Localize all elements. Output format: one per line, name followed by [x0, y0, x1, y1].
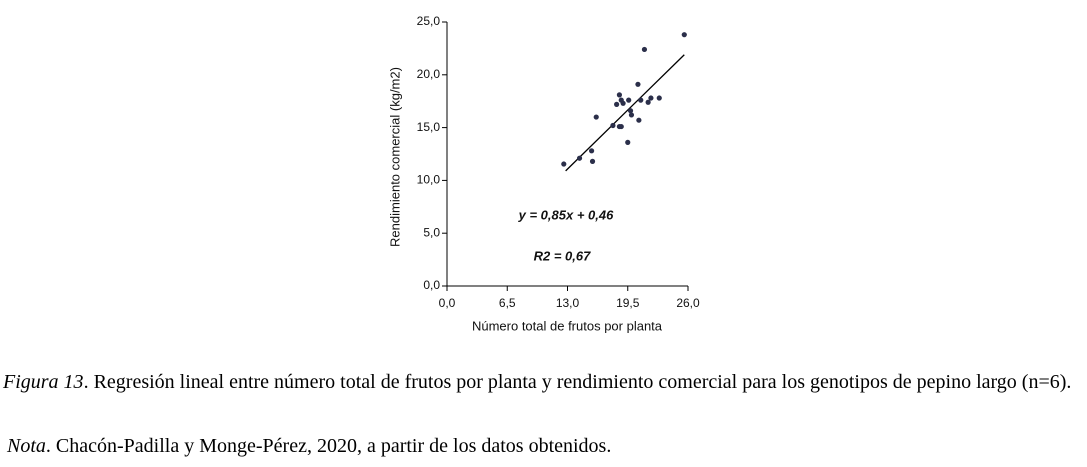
point: [645, 99, 651, 105]
point: [628, 112, 635, 118]
point: [589, 148, 595, 154]
caption-label: Figura 13: [3, 371, 84, 393]
point: [648, 95, 654, 101]
y-tick-label: 0,0: [423, 278, 440, 292]
point: [620, 100, 626, 106]
y-tick-label: 25,0: [417, 14, 441, 28]
x-axis-label: Número total de frutos por planta: [472, 318, 663, 333]
y-tick-label: 20,0: [417, 67, 441, 81]
point: [636, 117, 642, 123]
x-tick-label: 0,0: [439, 296, 456, 310]
point: [576, 155, 583, 161]
caption-text: . Regresión lineal entre número total de…: [83, 371, 1072, 393]
y-tick-label: 10,0: [417, 173, 441, 187]
point: [593, 114, 599, 120]
note-label: Nota: [7, 435, 46, 457]
point: [561, 161, 567, 167]
point: [614, 101, 620, 107]
point: [635, 81, 641, 87]
point: [610, 122, 616, 129]
regression-line: [565, 54, 685, 172]
point: [627, 108, 634, 114]
point: [616, 92, 623, 98]
x-tick-label: 6,5: [499, 296, 516, 310]
point: [641, 46, 648, 53]
y-tick-label: 15,0: [417, 120, 441, 134]
point: [589, 158, 596, 164]
caption: Figura 13. Regresión lineal entre número…: [3, 369, 1087, 395]
note: Nota. Chacón-Padilla y Monge-Pérez, 2020…: [7, 433, 1087, 459]
equation: y = 0,85x + 0,46: [518, 207, 614, 222]
point: [638, 97, 644, 103]
x-tick-label: 26,0: [676, 296, 700, 310]
note-text: . Chacón-Padilla y Monge-Pérez, 2020, a …: [45, 435, 612, 457]
point: [625, 139, 631, 145]
y-tick-label: 5,0: [423, 225, 440, 239]
x-tick-label: 13,0: [556, 296, 580, 310]
point: [656, 95, 662, 101]
point: [681, 32, 687, 38]
point: [618, 123, 624, 130]
chart: Rendimiento comercial (kg/m2) Número tot…: [387, 14, 700, 333]
point: [626, 97, 632, 103]
r-squared: R2 = 0,67: [534, 248, 592, 263]
x-tick-label: 19,5: [616, 296, 640, 310]
y-axis-label: Rendimiento comercial (kg/m2): [387, 67, 402, 247]
